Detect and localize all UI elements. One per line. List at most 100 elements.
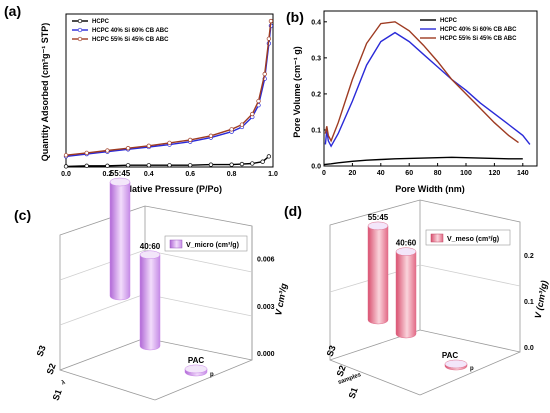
chart-a-xlabel: Relative Pressure (P/Po) <box>118 184 222 194</box>
a-xtick-label: 0.0 <box>61 171 71 178</box>
a-xtick-label: 0.6 <box>185 171 195 178</box>
b-ytick-label: 0.1 <box>311 127 321 134</box>
a-point <box>268 18 274 24</box>
panel-label-a: (a) <box>4 3 21 19</box>
chart-b: 0 20 40 60 80 100 120 140 0.00.10.20.30.4 HCPCH… <box>292 10 538 194</box>
chart-c-bars: 55:45 40:60 PAC p <box>109 169 214 378</box>
chart-d-zticks: 0.0 0.1 0.2 <box>524 253 534 352</box>
panel-label-b: (b) <box>286 9 304 25</box>
b-series-line-2 <box>324 21 519 144</box>
chart-d-legend-text: V_meso (cm³/g) <box>447 236 499 243</box>
a-point <box>250 111 255 117</box>
panel-label-c: (c) <box>14 207 31 223</box>
d-pac-label: p <box>470 366 474 372</box>
b-ytick-label: 0.0 <box>311 164 321 171</box>
a-point <box>167 163 172 168</box>
c-axis-title: λ <box>61 379 67 386</box>
chart-a: 0.0 0.2 0.4 0.6 0.8 1.0 HCPC HCPC 40% Si 60% C… <box>40 13 278 194</box>
c-bar-top <box>184 364 208 374</box>
d-bar-body <box>367 225 389 325</box>
b-xtick-label: 120 <box>489 170 501 177</box>
a-point <box>260 159 265 164</box>
d-bar-label: 40:60 <box>396 239 417 248</box>
c-bar-label: PAC <box>188 356 205 365</box>
a-point <box>256 98 261 104</box>
panel-label-d: (d) <box>284 203 302 219</box>
d-ztick-label: 0.0 <box>524 345 534 352</box>
d-bar-top <box>367 221 389 231</box>
chart-d-legend: V_meso (cm³/g) <box>425 229 511 246</box>
b-ytick-label: 0.4 <box>311 19 321 26</box>
chart-c: 55:45 40:60 PAC p 0.000 0.003 0.006 S3 S2 S1 λ V… <box>35 169 289 402</box>
c-axis-label: S1 <box>51 388 64 402</box>
a-point <box>188 137 193 143</box>
a-point <box>167 140 172 146</box>
a-point <box>239 161 245 167</box>
a-point <box>250 161 255 166</box>
a-point <box>188 163 193 168</box>
a-xtick-label: 0.4 <box>144 171 154 178</box>
a-point <box>84 150 89 156</box>
chart-d-bars: 55:45 40:60 PAC p <box>367 213 474 372</box>
a-point <box>208 133 214 138</box>
c-bar-label: 40:60 <box>140 242 161 251</box>
b-xtick-label: 80 <box>434 170 442 177</box>
b-xtick-label: 20 <box>349 170 357 177</box>
a-point <box>229 127 234 132</box>
d-bar-top <box>395 247 417 256</box>
chart-b-yticks: 0.0 0.1 0.2 0.3 0.4 <box>311 19 327 171</box>
a-point <box>146 143 151 148</box>
chart-c-legend-text: V_micro (cm³/g) <box>186 242 239 249</box>
c-ztick-label: 0.000 <box>257 351 275 358</box>
b-legend-label: HCPC 40% Si 60% CB ABC <box>440 27 517 33</box>
d-bar-label: 55:45 <box>368 213 389 222</box>
a-point <box>266 154 272 159</box>
b-xtick-label: 140 <box>517 170 529 177</box>
c-ztick-label: 0.003 <box>257 304 275 311</box>
c-bar-body <box>109 181 131 301</box>
chart-c-legend: V_micro (cm³/g) <box>164 235 248 252</box>
chart-a-legend: HCPC HCPC 40% Si 60% CB ABC HCPC 55% Si 45… <box>72 18 169 43</box>
b-series-line-1 <box>324 31 531 148</box>
chart-c-legend-swatch <box>169 239 183 249</box>
b-xtick-label: 100 <box>460 170 472 177</box>
chart-b-xticks: 0 20 40 60 80 100 120 140 <box>322 163 529 177</box>
chart-c-zlabel: V cm³/g <box>273 282 289 316</box>
b-legend-label: HCPC <box>440 18 458 24</box>
b-xtick-label: 60 <box>405 170 413 177</box>
b-series-line-0 <box>323 156 523 166</box>
a-point <box>63 153 69 158</box>
chart-d-box <box>329 199 521 396</box>
d-bar-label: PAC <box>442 351 459 360</box>
a-point <box>239 122 245 127</box>
c-bar-body <box>139 254 161 351</box>
chart-b-xlabel: Pore Width (nm) <box>395 184 464 194</box>
a-point <box>63 164 69 169</box>
a-legend-label: HCPC 55% Si 45% CB ABC <box>92 37 169 43</box>
d-ztick-label: 0.1 <box>524 299 534 306</box>
a-point <box>84 163 89 168</box>
chart-a-ylabel: Quantity Adsorbed (cm³g⁻¹ STP) <box>40 23 50 161</box>
chart-a-series <box>63 18 274 169</box>
chart-d-legend-swatch <box>430 233 444 243</box>
chart-d-zlabel: V (cm³/g) <box>533 280 550 320</box>
a-point <box>146 163 151 168</box>
a-legend-marker <box>77 36 83 42</box>
a-point <box>105 163 110 168</box>
a-legend-label: HCPC 40% Si 60% CB ABC <box>92 28 169 34</box>
b-ytick-label: 0.2 <box>311 91 321 98</box>
d-bar-top <box>444 359 468 369</box>
a-point <box>125 146 131 151</box>
a-point <box>266 36 272 41</box>
a-point <box>262 71 267 77</box>
d-bar-body <box>395 251 417 339</box>
chart-c-axis-labels: S3 S2 S1 λ <box>35 344 67 402</box>
a-legend-marker <box>77 18 83 24</box>
a-legend-marker <box>77 27 83 33</box>
chart-b-series <box>323 21 531 166</box>
d-axis-label: S2 <box>335 364 348 378</box>
a-xtick-label: 0.8 <box>227 171 237 178</box>
chart-b-legend: HCPC HCPC 40% Si 60% CB ABC HCPC 55% Si 45… <box>420 18 517 42</box>
chart-b-frame <box>323 10 538 167</box>
